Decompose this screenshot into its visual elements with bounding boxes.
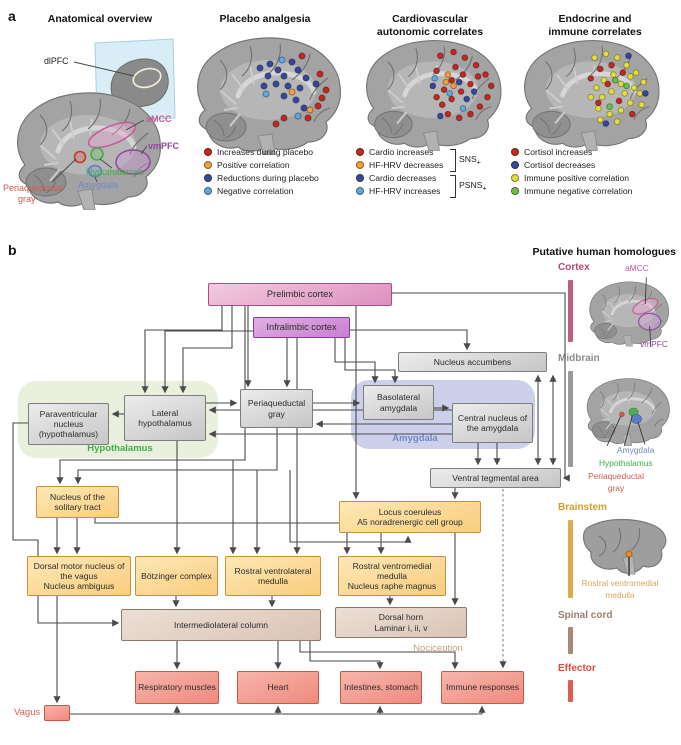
hypothalamus-label: Hypothalamus [86,167,144,177]
legend-item: Reductions during placebo [204,172,319,183]
box-botzinger-complex: Bötzinger complex [135,556,218,596]
psns-label: PSNS+ [459,180,487,193]
endocrine-brain-image [508,33,668,151]
sidebar-pag-label: Periaqueductal [588,471,644,481]
sidebar-amcc-label: aMCC [625,263,649,273]
box-basolateral-amygdala: Basolateral amygdala [363,385,434,420]
sidebar-cortex-label: Cortex [558,262,590,273]
midbrain-brain-image [585,377,671,446]
box-rostral-ventromedial-medulla: Rostral ventromedial medulla Nucleus raph… [338,556,446,596]
box-respiratory-muscles: Respiratory muscles [135,671,219,704]
cardio-title: Cardiovascular autonomic correlates [376,13,484,38]
sidebar-rvm-label: Rostral ventromedial [581,578,659,588]
sidebar-amygdala-label: Amygdala [617,445,655,455]
box-infralimbic-cortex: Infralimbic cortex [253,317,350,338]
red-dot-icon [511,147,519,156]
vmpfc-label: vmPFC [148,141,180,151]
brainstem-bar [568,520,573,598]
box-heart: Heart [237,671,319,704]
box-vagus [44,705,70,721]
sidebar-vmpfc-label: vmPFC [640,339,668,349]
legend-item: Immune positive correlation [511,172,629,183]
legend-item: Immune negative correlation [511,185,632,196]
amygdala-region-label: Amygdala [392,433,438,444]
panel-a-label: a [8,8,16,24]
legend-item: HF-HRV decreases [356,159,443,170]
blue-dot-icon [511,160,519,169]
sidebar-title: Putative human homologues [532,246,676,258]
box-nucleus-accumbens: Nucleus accumbens [398,352,547,372]
effector-bar [568,680,573,702]
box-rostral-ventrolateral-medulla: Rostral ventrolateral medulla [225,556,321,596]
box-dorsal-motor-nucleus: Dorsal motor nucleus of the vagus Nucleus… [27,556,131,596]
legend-item: Cortisol increases [511,146,592,157]
box-paraventricular-nucleus: Paraventricular nucleus (hypothalamus) [28,403,109,445]
box-intermediolateral-column: Intermediolateral column [121,609,321,641]
box-lateral-hypothalamus: Lateral hypothalamus [124,395,206,441]
sidebar-spinal-cord-label: Spinal cord [558,610,613,621]
legend-item: HF-HRV increases [356,185,440,196]
psns-bracket [450,175,456,198]
cardio-brain-image [350,33,510,151]
legend-item: Cardio increases [356,146,433,157]
legend-item: Positive correlation [204,159,290,170]
orange-dot-icon [356,160,364,169]
box-locus-coeruleus: Locus coeruleus A5 noradrenergic cell gro… [339,501,481,533]
legend-item: Negative correlation [204,185,293,196]
sns-bracket [450,149,456,172]
box-intestines-stomach: Intestines, stomach [340,671,422,704]
nociception-label: Nociception [413,643,463,654]
box-central-nucleus-amygdala: Central nucleus of the amygdala [452,403,533,443]
red-dot-icon [356,147,364,156]
legend-item: Increases during placebo [204,146,313,157]
legend-item: Cardio decreases [356,172,436,183]
box-immune-responses: Immune responses [441,671,524,704]
lightblue-dot-icon [356,186,364,195]
red-dot-icon [204,147,212,156]
sidebar-midbrain-label: Midbrain [558,353,600,364]
sidebar-pag-label-2: gray [607,483,625,493]
sidebar-rvm-label-2: medulla [605,590,635,600]
legend-item: Cortisol decreases [511,159,595,170]
endocrine-title: Endocrine and immune correlates [548,13,642,38]
cortex-brain-image [588,277,671,347]
periaqueductal-gray-label: Periaqueductal [3,183,64,193]
box-nucleus-solitary-tract: Nucleus of the solitary tract [36,486,119,518]
box-prelimbic-cortex: Prelimbic cortex [208,283,392,306]
orange-dot-icon [204,160,212,169]
box-dorsal-horn: Dorsal horn Laminar i, ii, v [335,607,467,638]
blue-dot-icon [204,173,212,182]
sidebar-brainstem-label: Brainstem [558,502,607,513]
amygdala-label: Amygdala [78,180,119,190]
spinal-cord-bar [568,627,573,654]
box-ventral-tegmental-area: Ventral tegmental area [430,468,561,488]
brainstem-image [582,518,667,576]
sidebar-hypothalamus-label: Hypothalamus [599,458,653,468]
blue-dot-icon [356,173,364,182]
anatomical-title: Anatomical overview [47,13,153,25]
amcc-label: aMCC [146,114,172,124]
periaqueductal-gray-label-2: gray [18,194,36,204]
placebo-title: Placebo analgesia [219,13,311,25]
yellow-dot-icon [511,173,519,182]
green-dot-icon [511,186,519,195]
cortex-bar [568,280,573,342]
box-periaqueductal-gray: Periaqueductal gray [240,389,313,428]
vagus-label: Vagus [14,707,41,718]
lightblue-dot-icon [204,186,212,195]
dlpfc-label: dlPFC [44,56,69,66]
anatomical-brain-image [0,38,176,210]
sns-label: SNS+ [459,154,481,167]
placebo-brain-image [180,30,350,155]
panel-b-label: b [8,242,17,258]
sidebar-effector-label: Effector [558,663,596,674]
midbrain-bar [568,371,573,467]
